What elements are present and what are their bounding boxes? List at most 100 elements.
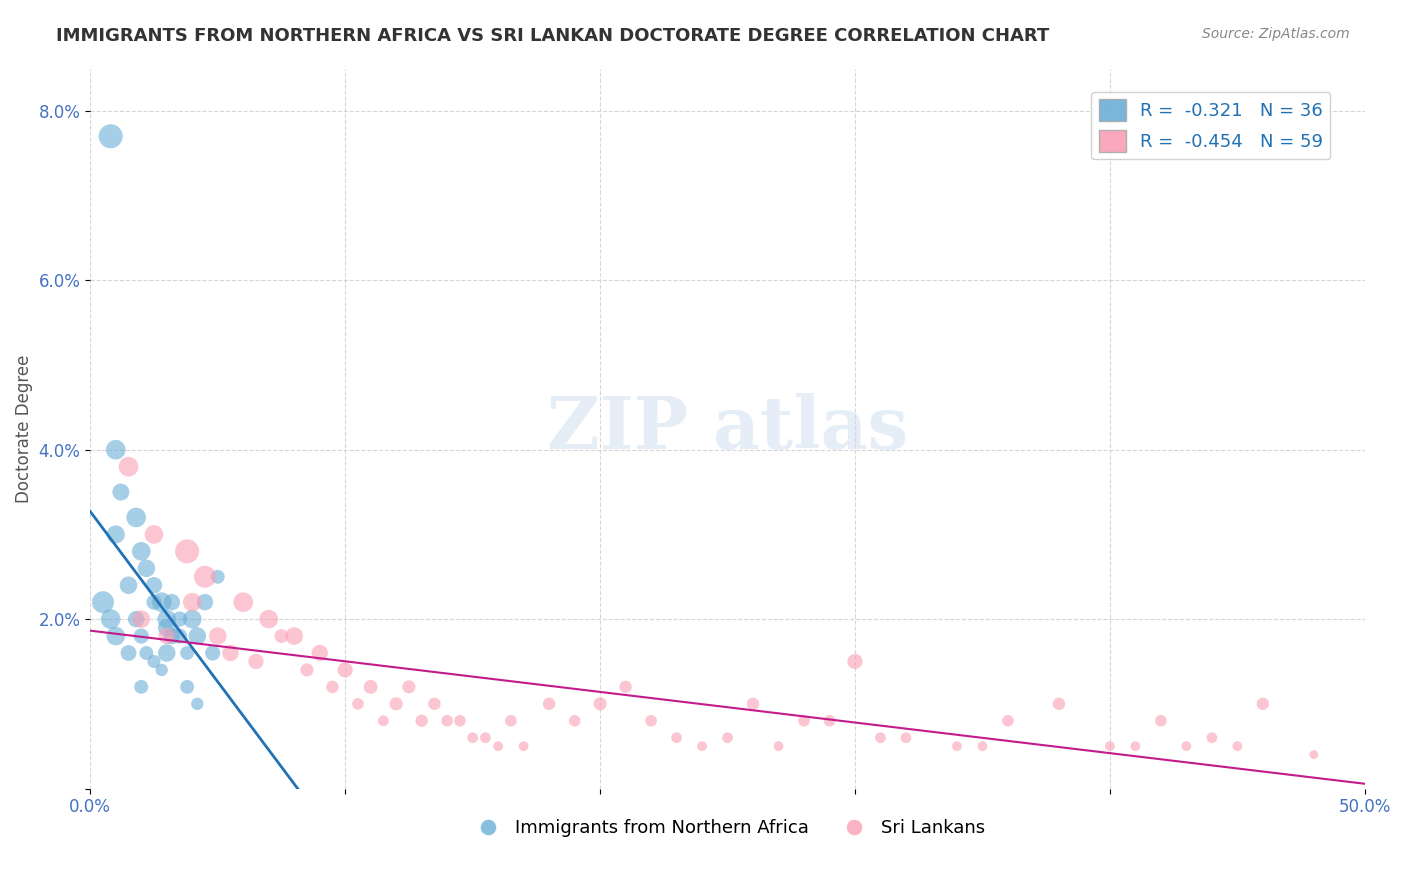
Text: ZIP atlas: ZIP atlas: [547, 393, 908, 464]
Point: [1251, 697, 1274, 711]
Point: [143, 595, 166, 609]
Point: [143, 655, 166, 669]
Point: [512, 739, 534, 754]
Point: [640, 714, 662, 728]
Text: Source: ZipAtlas.com: Source: ZipAtlas.com: [1202, 27, 1350, 41]
Point: [1226, 739, 1249, 754]
Point: [295, 663, 318, 677]
Y-axis label: Doctorate Degree: Doctorate Degree: [15, 354, 32, 503]
Point: [207, 570, 229, 584]
Point: [321, 680, 343, 694]
Point: [972, 739, 994, 754]
Point: [176, 680, 198, 694]
Point: [335, 663, 357, 677]
Point: [347, 697, 370, 711]
Point: [125, 612, 148, 626]
Point: [156, 629, 179, 643]
Point: [194, 570, 217, 584]
Point: [449, 714, 471, 728]
Point: [160, 595, 183, 609]
Point: [1201, 731, 1223, 745]
Point: [117, 646, 139, 660]
Point: [398, 680, 420, 694]
Point: [135, 561, 157, 575]
Point: [538, 697, 561, 711]
Point: [181, 595, 204, 609]
Point: [207, 629, 229, 643]
Point: [245, 655, 267, 669]
Point: [156, 621, 179, 635]
Point: [186, 697, 208, 711]
Point: [104, 527, 127, 541]
Point: [1098, 739, 1121, 754]
Point: [257, 612, 280, 626]
Point: [411, 714, 433, 728]
Point: [486, 739, 509, 754]
Point: [156, 612, 179, 626]
Point: [946, 739, 969, 754]
Point: [169, 629, 191, 643]
Point: [160, 629, 183, 643]
Point: [143, 578, 166, 592]
Point: [869, 731, 891, 745]
Point: [186, 629, 208, 643]
Point: [894, 731, 917, 745]
Point: [104, 629, 127, 643]
Point: [614, 680, 637, 694]
Point: [1150, 714, 1173, 728]
Point: [768, 739, 790, 754]
Point: [564, 714, 586, 728]
Point: [436, 714, 458, 728]
Point: [100, 612, 122, 626]
Point: [194, 595, 217, 609]
Point: [1047, 697, 1070, 711]
Point: [150, 663, 173, 677]
Point: [219, 646, 242, 660]
Point: [100, 129, 122, 144]
Point: [104, 442, 127, 457]
Point: [997, 714, 1019, 728]
Point: [91, 595, 114, 609]
Point: [844, 655, 866, 669]
Point: [373, 714, 395, 728]
Point: [385, 697, 408, 711]
Text: IMMIGRANTS FROM NORTHERN AFRICA VS SRI LANKAN DOCTORATE DEGREE CORRELATION CHART: IMMIGRANTS FROM NORTHERN AFRICA VS SRI L…: [56, 27, 1049, 45]
Point: [589, 697, 612, 711]
Point: [283, 629, 305, 643]
Point: [360, 680, 382, 694]
Point: [201, 646, 224, 660]
Point: [793, 714, 815, 728]
Point: [499, 714, 522, 728]
Point: [129, 680, 152, 694]
Point: [308, 646, 330, 660]
Point: [665, 731, 688, 745]
Point: [129, 612, 152, 626]
Point: [117, 578, 139, 592]
Point: [716, 731, 738, 745]
Point: [1125, 739, 1147, 754]
Point: [742, 697, 765, 711]
Point: [110, 485, 132, 500]
Point: [143, 527, 166, 541]
Point: [423, 697, 446, 711]
Point: [135, 646, 157, 660]
Point: [117, 459, 139, 474]
Point: [129, 629, 152, 643]
Point: [176, 544, 198, 558]
Point: [461, 731, 484, 745]
Point: [181, 612, 204, 626]
Point: [129, 544, 152, 558]
Point: [156, 646, 179, 660]
Point: [150, 595, 173, 609]
Point: [169, 612, 191, 626]
Point: [474, 731, 496, 745]
Point: [1302, 747, 1324, 762]
Legend: Immigrants from Northern Africa, Sri Lankans: Immigrants from Northern Africa, Sri Lan…: [463, 812, 993, 845]
Point: [270, 629, 292, 643]
Point: [818, 714, 841, 728]
Point: [125, 510, 148, 524]
Point: [176, 646, 198, 660]
Point: [232, 595, 254, 609]
Point: [690, 739, 713, 754]
Point: [1175, 739, 1198, 754]
